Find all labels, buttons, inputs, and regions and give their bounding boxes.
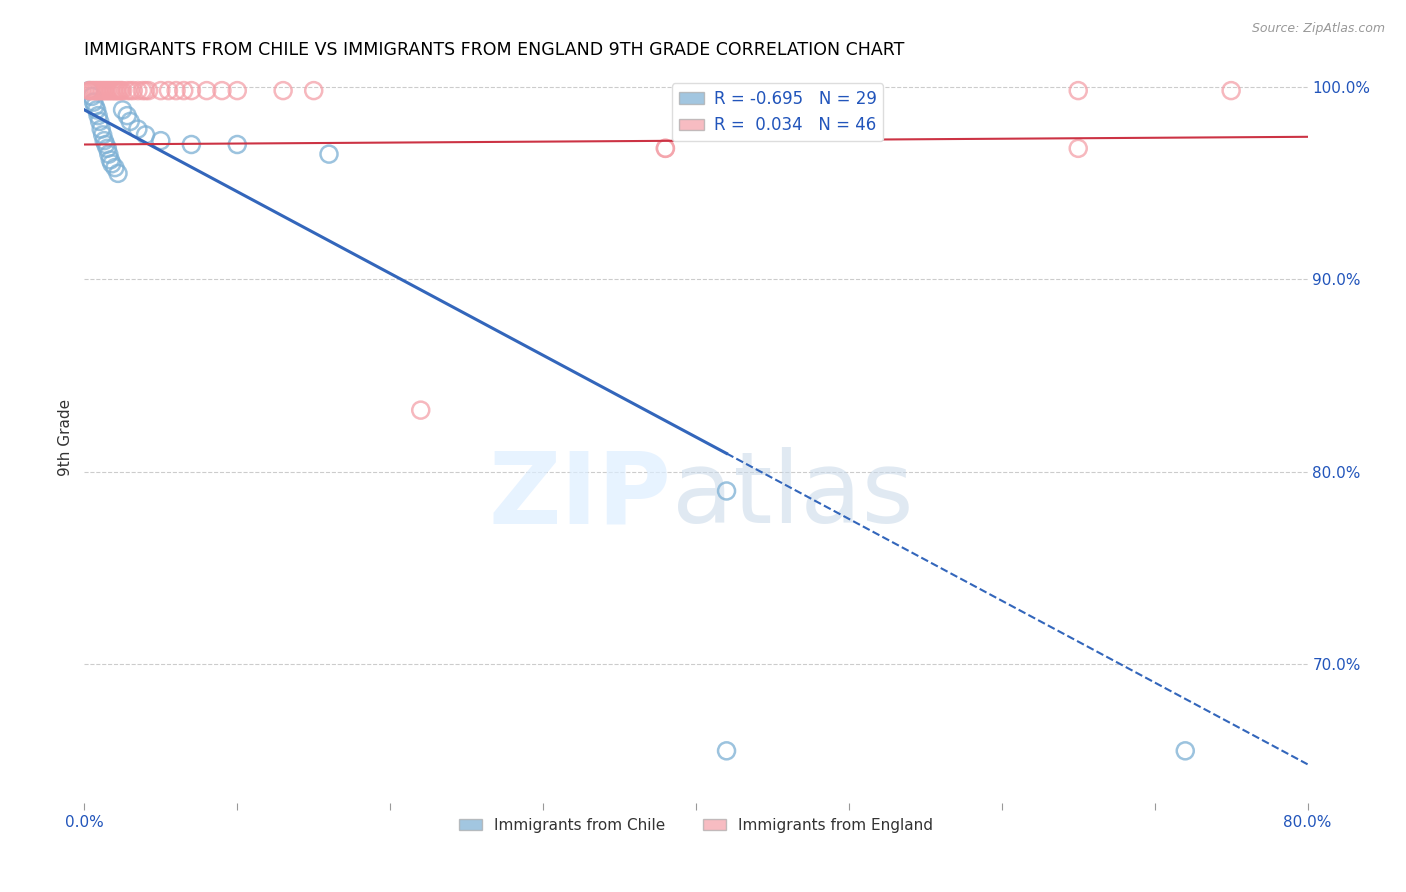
Point <box>77 84 100 98</box>
Point <box>135 128 157 142</box>
Point <box>195 84 218 98</box>
Point <box>83 84 105 98</box>
Point <box>302 84 325 98</box>
Point <box>271 84 294 98</box>
Point <box>93 84 115 98</box>
Point <box>157 84 180 98</box>
Point <box>80 89 103 103</box>
Point <box>149 84 172 98</box>
Point <box>97 84 120 98</box>
Point <box>110 84 132 98</box>
Point <box>105 84 128 98</box>
Point <box>80 84 103 98</box>
Point <box>211 84 233 98</box>
Point <box>86 103 108 117</box>
Point <box>84 84 107 98</box>
Point <box>409 403 432 417</box>
Point <box>107 166 129 180</box>
Point <box>97 147 120 161</box>
Point <box>716 744 738 758</box>
Point <box>79 84 101 98</box>
Point <box>94 137 117 152</box>
Point <box>165 84 187 98</box>
Point <box>226 137 249 152</box>
Legend: Immigrants from Chile, Immigrants from England: Immigrants from Chile, Immigrants from E… <box>453 812 939 839</box>
Point <box>654 141 676 155</box>
Point <box>1220 84 1243 98</box>
Point <box>122 84 145 98</box>
Point <box>108 84 131 98</box>
Point <box>86 84 108 98</box>
Point <box>90 84 112 98</box>
Point <box>318 147 340 161</box>
Point <box>87 84 110 98</box>
Text: atlas: atlas <box>672 447 912 544</box>
Point <box>91 84 114 98</box>
Point <box>1067 141 1090 155</box>
Point <box>104 84 127 98</box>
Point <box>115 109 138 123</box>
Point <box>96 141 118 155</box>
Point <box>111 84 134 98</box>
Text: Source: ZipAtlas.com: Source: ZipAtlas.com <box>1251 22 1385 36</box>
Point <box>89 84 111 98</box>
Text: ZIP: ZIP <box>489 447 672 544</box>
Point <box>127 84 149 98</box>
Point <box>115 84 138 98</box>
Point <box>104 161 127 175</box>
Point <box>138 84 160 98</box>
Point <box>103 84 125 98</box>
Point <box>120 84 142 98</box>
Point <box>127 122 149 136</box>
Point <box>91 128 114 142</box>
Point <box>226 84 249 98</box>
Point <box>149 134 172 148</box>
Point <box>83 95 105 110</box>
Point <box>94 84 117 98</box>
Point <box>1067 84 1090 98</box>
Point <box>135 84 157 98</box>
Point <box>654 141 676 155</box>
Point <box>716 483 738 498</box>
Point <box>84 99 107 113</box>
Point <box>98 153 121 167</box>
Point <box>120 114 142 128</box>
Point <box>180 84 202 98</box>
Point <box>77 84 100 98</box>
Point <box>98 84 121 98</box>
Point <box>93 134 115 148</box>
Y-axis label: 9th Grade: 9th Grade <box>58 399 73 475</box>
Point <box>1174 744 1197 758</box>
Point <box>131 84 153 98</box>
Point <box>96 84 118 98</box>
Text: IMMIGRANTS FROM CHILE VS IMMIGRANTS FROM ENGLAND 9TH GRADE CORRELATION CHART: IMMIGRANTS FROM CHILE VS IMMIGRANTS FROM… <box>84 41 904 59</box>
Point <box>107 84 129 98</box>
Point <box>89 114 111 128</box>
Point <box>87 109 110 123</box>
Point <box>111 103 134 117</box>
Point <box>90 122 112 136</box>
Point <box>173 84 195 98</box>
Point <box>180 137 202 152</box>
Point <box>101 84 124 98</box>
Point <box>101 157 124 171</box>
